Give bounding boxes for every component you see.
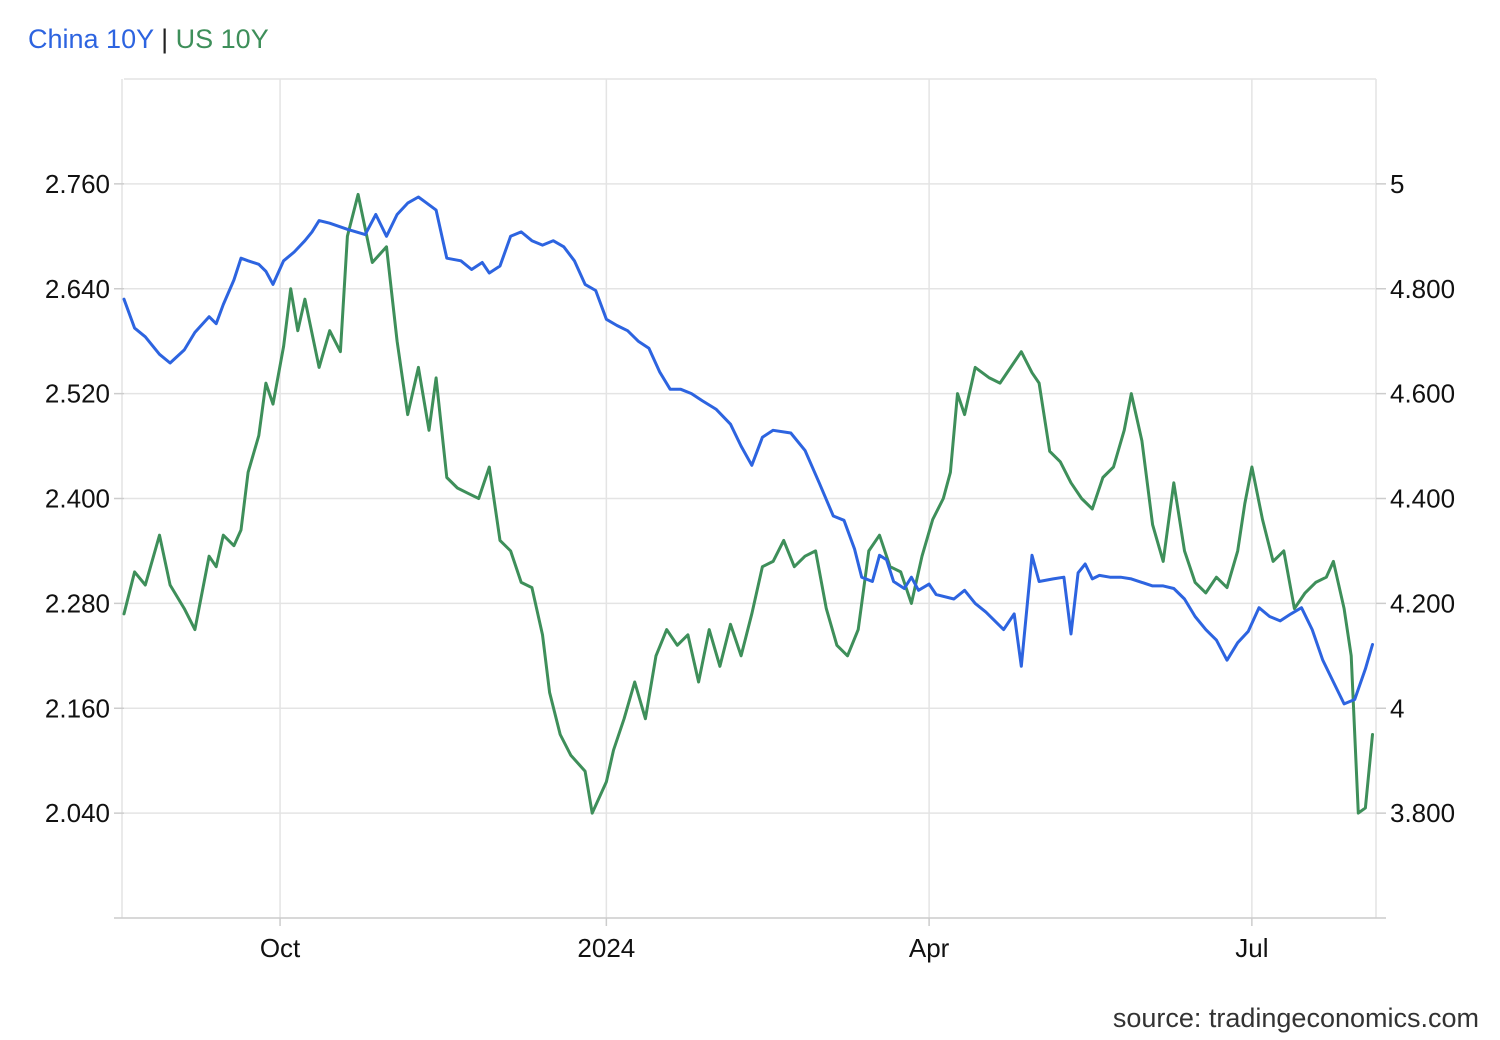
legend-us[interactable]: US 10Y [175, 24, 269, 54]
x-tick-label: Apr [909, 933, 950, 963]
y-right-tick-label: 4 [1390, 693, 1404, 723]
x-tick-label: 2024 [577, 933, 635, 963]
y-left-tick-label: 2.760 [45, 169, 110, 199]
legend-china[interactable]: China 10Y [28, 24, 154, 54]
series-line-us-10y [122, 192, 1374, 815]
y-left-tick-label: 2.280 [45, 588, 110, 618]
y-left-tick-label: 2.160 [45, 693, 110, 723]
y-left-tick-label: 2.040 [45, 798, 110, 828]
chart-legend: China 10Y | US 10Y [28, 22, 269, 56]
y-right-tick-label: 3.800 [1390, 798, 1455, 828]
source-attribution: source: tradingeconomics.com [1112, 1003, 1479, 1033]
legend-separator: | [161, 24, 169, 54]
y-right-tick-label: 5 [1390, 169, 1404, 199]
x-tick-label: Jul [1235, 933, 1268, 963]
y-right-tick-label: 4.600 [1390, 379, 1455, 409]
x-tick-label: Oct [260, 933, 301, 963]
y-left-tick-label: 2.400 [45, 484, 110, 514]
y-right-tick-label: 4.800 [1390, 274, 1455, 304]
y-right-tick-label: 4.200 [1390, 588, 1455, 618]
y-left-tick-label: 2.640 [45, 274, 110, 304]
y-left-tick-label: 2.520 [45, 379, 110, 409]
series-line-china-10y [122, 195, 1374, 706]
y-right-tick-label: 4.400 [1390, 484, 1455, 514]
